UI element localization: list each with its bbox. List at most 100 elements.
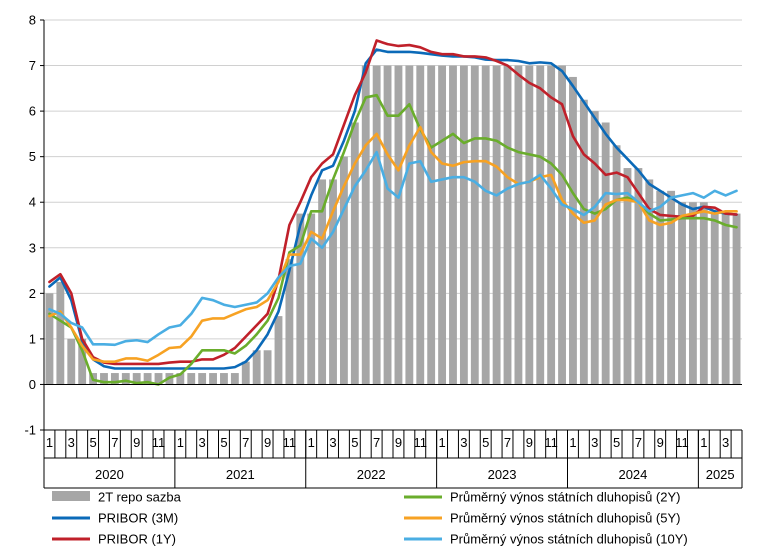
bar-repo-rate (78, 338, 87, 385)
y-tick-label: 0 (29, 377, 36, 392)
bar-repo-rate (339, 156, 348, 385)
bar-repo-rate (220, 373, 228, 385)
x-tick-label: 9 (264, 435, 271, 450)
x-tick-label: 1 (700, 435, 707, 450)
bar-repo-rate (547, 65, 556, 385)
legend-label-pr-m-rn-v-nos-st-tn-ch-dluhopis-5y-: Průměrný výnos státních dluhopisů (5Y) (450, 511, 681, 526)
legend-label-pribor-1y-: PRIBOR (1Y) (98, 532, 176, 547)
x-tick-label: 7 (373, 435, 380, 450)
bar-repo-rate (405, 65, 414, 385)
bar-repo-rate (121, 373, 130, 385)
bar-repo-rate (634, 168, 643, 385)
bar-repo-rate (449, 65, 457, 385)
bar-repo-rate (612, 145, 621, 385)
bar-repo-rate (623, 168, 632, 385)
bar-repo-rate (383, 65, 392, 385)
series-line-pribor-3m- (48, 48, 738, 370)
bar-repo-rate (296, 213, 305, 385)
legend: 2T repo sazba Průměrný výnos státních dlu… (52, 490, 688, 547)
series-line-pr-m-rn-v-nos-st-tn-ch-dluhopis-5y- (48, 125, 738, 363)
bar-repo-rate (209, 373, 217, 385)
bar-repo-rate (56, 281, 65, 385)
repo-rate-bars (45, 65, 741, 385)
bar-repo-rate (318, 179, 327, 385)
bar-repo-rate (579, 99, 588, 385)
bar-repo-rate (143, 373, 152, 385)
bar-repo-rate (372, 65, 381, 385)
y-tick-label: 4 (29, 195, 36, 210)
bar-repo-rate (45, 293, 54, 385)
x-tick-label: 1 (308, 435, 315, 450)
x-tick-label: 1 (46, 435, 53, 450)
bar-repo-rate (132, 373, 141, 385)
series-line-pr-m-rn-v-nos-st-tn-ch-dluhopis-10y- (48, 150, 738, 347)
x-tick-label: 1 (177, 435, 184, 450)
x-tick-label: 11 (675, 435, 689, 450)
bar-repo-rate (492, 65, 501, 385)
x-tick-label: 11 (414, 435, 428, 450)
x-tick-label: 9 (133, 435, 140, 450)
y-tick-label: 6 (29, 104, 36, 119)
x-tick-label: 7 (504, 435, 511, 450)
bar-repo-rate (525, 65, 534, 385)
bar-repo-rate (198, 373, 207, 385)
x-tick-label: 3 (199, 435, 206, 450)
y-tick-label: 5 (29, 149, 36, 164)
bar-repo-rate (329, 179, 337, 385)
year-label: 2025 (706, 467, 735, 482)
bar-repo-rate (100, 373, 108, 385)
x-tick-label: 3 (68, 435, 75, 450)
bar-repo-rate (721, 213, 730, 385)
x-tick-label: 11 (283, 435, 297, 450)
bar-repo-rate (688, 202, 697, 385)
x-tick-label: 1 (438, 435, 445, 450)
bar-repo-rate (67, 338, 76, 385)
x-tick-label: 5 (482, 435, 489, 450)
x-tick-label: 5 (220, 435, 227, 450)
legend-label-2t-repo-sazba: 2T repo sazba (98, 490, 182, 505)
x-tick-label: 9 (526, 435, 533, 450)
y-tick-label: 8 (29, 13, 36, 28)
x-tick-label: 5 (89, 435, 96, 450)
bar-repo-rate (699, 202, 708, 385)
y-tick-label: 2 (29, 286, 36, 301)
bar-repo-rate (710, 213, 719, 385)
bar-repo-rate (656, 190, 665, 385)
bar-repo-rate (394, 65, 403, 385)
y-tick-label: -1 (24, 423, 36, 438)
bar-repo-rate (252, 350, 261, 385)
bar-repo-rate (361, 65, 370, 385)
legend-label-pribor-3m-: PRIBOR (3M) (98, 511, 178, 526)
bar-repo-rate (667, 190, 676, 385)
x-tick-label: 7 (242, 435, 249, 450)
legend-label-pr-m-rn-v-nos-st-tn-ch-dluhopis-2y-: Průměrný výnos státních dluhopisů (2Y) (450, 490, 681, 505)
x-tick-label: 11 (544, 435, 558, 450)
bar-repo-rate (187, 373, 196, 385)
bar-repo-rate (154, 373, 163, 385)
bar-repo-rate (307, 213, 316, 385)
legend-label-pr-m-rn-v-nos-st-tn-ch-dluhopis-10y-: Průměrný výnos státních dluhopisů (10Y) (450, 532, 688, 547)
x-tick-label: 3 (460, 435, 467, 450)
x-tick-label: 9 (395, 435, 402, 450)
bar-repo-rate (536, 65, 545, 385)
x-tick-label: 3 (329, 435, 336, 450)
bar-repo-rate (274, 316, 283, 385)
axes (40, 19, 743, 489)
x-tick-label: 1 (569, 435, 576, 450)
year-label: 2022 (357, 467, 386, 482)
x-tick-label: 7 (111, 435, 118, 450)
y-tick-label: 7 (29, 58, 36, 73)
year-label: 2023 (488, 467, 517, 482)
bar-repo-rate (110, 373, 119, 385)
bar-repo-rate (514, 65, 523, 385)
legend-swatch-2t-repo-sazba (52, 491, 90, 501)
x-tick-labels: 1 3 5 7 9 11 1 3 5 7 9 11 1 3 5 7 9 11 1 3 5 7 9 11 1 3 5 7 9 11 1 3202… (46, 435, 735, 482)
bar-repo-rate (569, 76, 577, 385)
series-line-pribor-1y- (48, 39, 738, 366)
bar-repo-rate (645, 179, 654, 385)
bar-repo-rate (230, 373, 239, 385)
bar-repo-rate (176, 373, 185, 385)
bar-repo-rate (470, 65, 479, 385)
y-tick-labels: -1 0 1 2 3 4 5 6 7 8 (24, 13, 36, 438)
